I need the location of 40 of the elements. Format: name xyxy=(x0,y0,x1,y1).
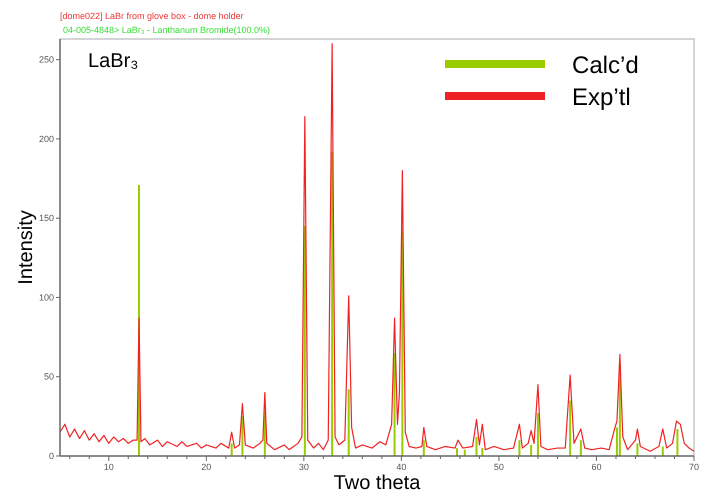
bar xyxy=(569,400,572,456)
bar xyxy=(422,440,425,456)
x-tick-label: 40 xyxy=(396,462,406,472)
x-tick-label: 20 xyxy=(201,462,212,472)
bar xyxy=(304,226,306,456)
y-tick-label: 200 xyxy=(38,134,54,144)
bar xyxy=(331,152,334,456)
bar xyxy=(464,450,466,456)
y-tick-label: 100 xyxy=(38,292,54,302)
legend-label: Exp’tl xyxy=(572,84,631,111)
line-series xyxy=(59,43,695,452)
bar xyxy=(536,413,539,456)
bar xyxy=(518,440,520,456)
bar xyxy=(475,436,478,456)
chart-subtitle: 04-005-4848> LaBr₃ - Lanthanum Bromide(100.0%) xyxy=(63,25,270,35)
y-axis-title: Intensity xyxy=(15,210,37,285)
x-axis-title: Two theta xyxy=(334,472,422,493)
x-tick-label: 50 xyxy=(494,462,504,472)
bar xyxy=(530,444,532,456)
legend-label: Calc’d xyxy=(572,52,639,79)
bar xyxy=(230,443,233,456)
annotation: LaBr₃ xyxy=(88,50,138,72)
bar xyxy=(241,416,244,456)
y-tick-label: 0 xyxy=(48,451,54,461)
chart-title: [dome022] LaBr from glove box - dome holder xyxy=(60,11,244,21)
bar xyxy=(481,448,484,456)
y-tick-label: 150 xyxy=(38,213,54,224)
x-tick-label: 60 xyxy=(591,462,602,472)
bar xyxy=(662,446,664,456)
bar xyxy=(394,352,396,456)
bar xyxy=(580,440,582,456)
x-tick-label: 10 xyxy=(104,462,114,472)
bar xyxy=(636,443,638,456)
bar xyxy=(456,448,458,456)
bar xyxy=(348,389,350,456)
bar xyxy=(676,429,678,456)
x-tick-label: 30 xyxy=(298,462,309,472)
y-tick-label: 50 xyxy=(44,372,54,382)
x-tick-label: 70 xyxy=(688,462,700,472)
y-tick-label: 250 xyxy=(38,54,54,65)
